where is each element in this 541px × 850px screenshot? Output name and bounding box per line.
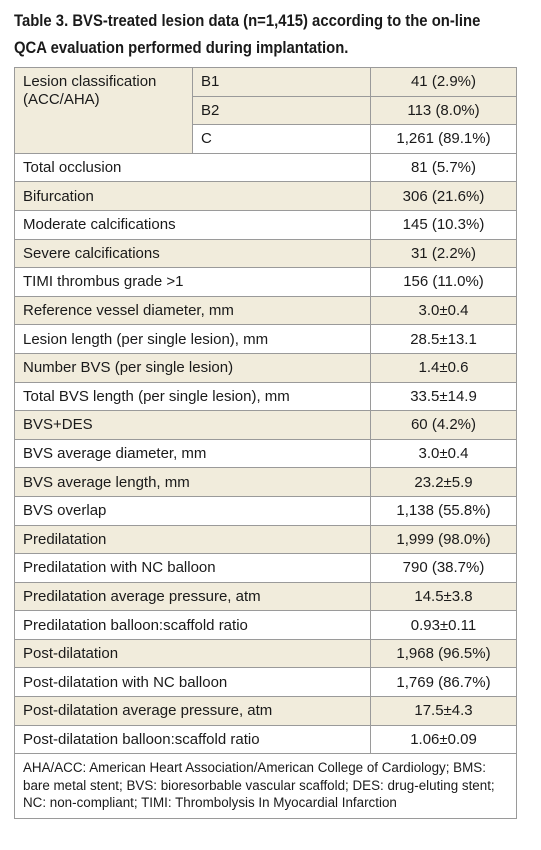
table-row: Total BVS length (per single lesion), mm… — [14, 381, 517, 412]
row-label: Bifurcation — [14, 181, 371, 211]
table-row: Predilatation average pressure, atm 14.5±… — [14, 581, 517, 612]
row-label: Post-dilatation average pressure, atm — [14, 696, 371, 726]
row-value: 1,999 (98.0%) — [370, 524, 517, 555]
row-value: 1,769 (86.7%) — [370, 667, 517, 698]
row-value: 3.0±0.4 — [370, 295, 517, 326]
table-row: TIMI thrombus grade >1 156 (11.0%) — [14, 267, 517, 297]
table-row: Lesion classification (ACC/AHA) B1 41 (2… — [14, 67, 517, 154]
table-row: Number BVS (per single lesion) 1.4±0.6 — [14, 352, 517, 383]
table-row: Predilatation with NC balloon 790 (38.7%) — [14, 553, 517, 583]
row-label: Post-dilatation — [14, 638, 371, 669]
table-row: BVS overlap 1,138 (55.8%) — [14, 495, 517, 526]
row-value: 1,968 (96.5%) — [370, 638, 517, 669]
lesion-classification-label: Lesion classification (ACC/AHA) — [14, 67, 193, 154]
row-value: 1,138 (55.8%) — [370, 495, 517, 526]
table-row: C 1,261 (89.1%) — [15, 124, 517, 154]
footnote: AHA/ACC: American Heart Association/Amer… — [14, 753, 517, 819]
row-value: 1.06±0.09 — [370, 724, 517, 755]
row-label: BVS average length, mm — [14, 467, 371, 497]
lesion-class-sub: B2 — [192, 95, 371, 126]
row-label: Predilatation — [14, 524, 371, 555]
row-value: 33.5±14.9 — [370, 381, 517, 412]
table-title: Table 3. BVS-treated lesion data (n=1,41… — [14, 12, 481, 57]
lesion-class-value: 1,261 (89.1%) — [370, 124, 517, 154]
lesion-data-table: Lesion classification (ACC/AHA) B1 41 (2… — [14, 67, 517, 819]
row-value: 156 (11.0%) — [370, 267, 517, 297]
table-row: Lesion length (per single lesion), mm 28.… — [14, 324, 517, 354]
row-value: 145 (10.3%) — [370, 209, 517, 240]
row-value: 306 (21.6%) — [370, 181, 517, 211]
row-label: Post-dilatation balloon:scaffold ratio — [14, 724, 371, 755]
lesion-class-value: 41 (2.9%) — [370, 67, 517, 97]
row-value: 14.5±3.8 — [370, 581, 517, 612]
table-row: Post-dilatation 1,968 (96.5%) — [14, 638, 517, 669]
table-row: Post-dilatation balloon:scaffold ratio 1.… — [14, 724, 517, 755]
row-label: Severe calcifications — [14, 238, 371, 269]
row-label: Total BVS length (per single lesion), mm — [14, 381, 371, 412]
row-value: 0.93±0.11 — [370, 610, 517, 640]
table-row: Total occlusion 81 (5.7%) — [14, 152, 517, 183]
table-row: Post-dilatation average pressure, atm 17.… — [14, 696, 517, 726]
row-value: 31 (2.2%) — [370, 238, 517, 269]
row-label: Lesion length (per single lesion), mm — [14, 324, 371, 354]
table-row: BVS average length, mm 23.2±5.9 — [14, 467, 517, 497]
table-row: B2 113 (8.0%) — [15, 95, 517, 126]
table-row: BVS+DES 60 (4.2%) — [14, 410, 517, 440]
row-label: Total occlusion — [14, 152, 371, 183]
row-label: BVS overlap — [14, 495, 371, 526]
row-label: Predilatation balloon:scaffold ratio — [14, 610, 371, 640]
row-value: 28.5±13.1 — [370, 324, 517, 354]
row-label: TIMI thrombus grade >1 — [14, 267, 371, 297]
row-value: 17.5±4.3 — [370, 696, 517, 726]
lesion-class-sub: C — [192, 124, 371, 154]
table-row: Severe calcifications 31 (2.2%) — [14, 238, 517, 269]
table-row: Predilatation balloon:scaffold ratio 0.93… — [14, 610, 517, 640]
table-row: Moderate calcifications 145 (10.3%) — [14, 209, 517, 240]
table-row: Post-dilatation with NC balloon 1,769 (86… — [14, 667, 517, 698]
row-label: Post-dilatation with NC balloon — [14, 667, 371, 698]
lesion-class-value: 113 (8.0%) — [370, 95, 517, 126]
table-row: BVS average diameter, mm 3.0±0.4 — [14, 438, 517, 469]
row-label: Number BVS (per single lesion) — [14, 352, 371, 383]
table-row: Bifurcation 306 (21.6%) — [14, 181, 517, 211]
row-label: Predilatation with NC balloon — [14, 553, 371, 583]
row-value: 1.4±0.6 — [370, 352, 517, 383]
table-row: Reference vessel diameter, mm 3.0±0.4 — [14, 295, 517, 326]
row-value: 23.2±5.9 — [370, 467, 517, 497]
row-value: 81 (5.7%) — [370, 152, 517, 183]
lesion-class-sub: B1 — [192, 67, 371, 97]
row-label: Reference vessel diameter, mm — [14, 295, 371, 326]
row-value: 3.0±0.4 — [370, 438, 517, 469]
footnote-row: AHA/ACC: American Heart Association/Amer… — [14, 753, 517, 819]
row-value: 790 (38.7%) — [370, 553, 517, 583]
table-row: Predilatation 1,999 (98.0%) — [14, 524, 517, 555]
row-value: 60 (4.2%) — [370, 410, 517, 440]
row-label: BVS average diameter, mm — [14, 438, 371, 469]
row-label: Moderate calcifications — [14, 209, 371, 240]
row-label: BVS+DES — [14, 410, 371, 440]
row-label: Predilatation average pressure, atm — [14, 581, 371, 612]
